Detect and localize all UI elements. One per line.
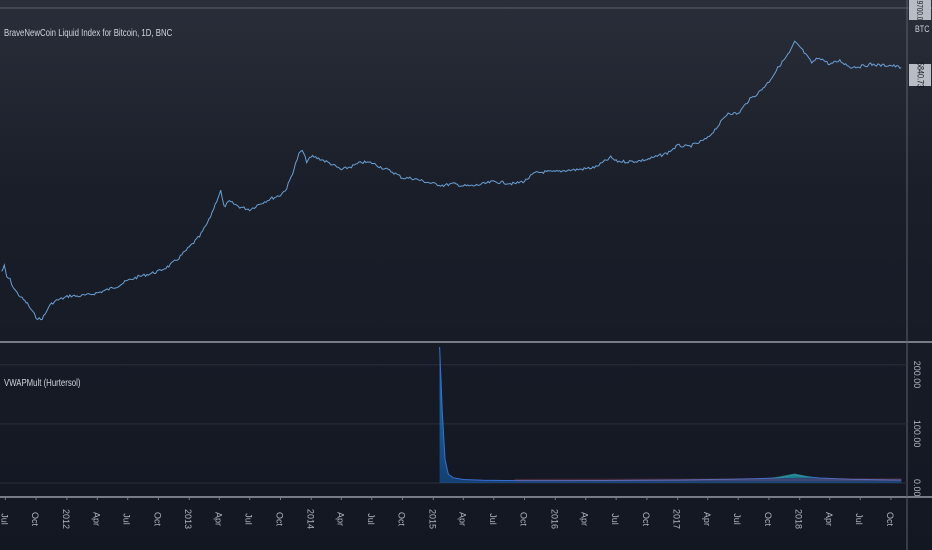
x-tick-label: Jul	[122, 513, 132, 525]
main-pane-title: BraveNewCoin Liquid Index for Bitcoin, 1…	[4, 28, 173, 39]
indicator-y-tick-label: 0.00	[912, 479, 922, 497]
indicator-pane-title: VWAPMult (Hurtersol)	[4, 378, 81, 389]
x-tick-label: 2017	[672, 509, 682, 529]
x-tick-label: Oct	[30, 512, 40, 527]
x-tick-label: 2014	[305, 509, 315, 529]
x-tick-label: Jul	[610, 513, 620, 525]
x-tick-label: Oct	[885, 512, 895, 527]
last-price-label: 5840.73	[909, 62, 931, 88]
x-tick-label: Apr	[580, 512, 590, 526]
price-series-line	[1, 40, 902, 321]
x-tick-label: Jul	[0, 513, 9, 525]
indicator-band-red	[514, 478, 902, 482]
top-scale-label: 19700.00	[909, 0, 931, 20]
x-tick-label: 2013	[183, 509, 193, 529]
x-tick-label: 2016	[549, 509, 559, 529]
indicator-line	[439, 346, 902, 482]
x-tick-label: Oct	[153, 512, 163, 527]
x-tick-label: Jul	[854, 513, 864, 525]
indicator-y-tick-label: 200.00	[912, 361, 922, 389]
x-tick-label: Oct	[641, 512, 651, 527]
x-tick-label: Jul	[366, 513, 376, 525]
indicator-y-tick-label: 100.00	[912, 420, 922, 448]
currency-label: BTC	[915, 24, 930, 34]
x-tick-label: Apr	[457, 512, 467, 526]
x-tick-label: Apr	[91, 512, 101, 526]
x-tick-label: Jul	[488, 513, 498, 525]
x-tick-label: Apr	[824, 512, 834, 526]
x-tick-label: Oct	[397, 512, 407, 527]
x-tick-label: Oct	[275, 512, 285, 527]
x-tick-label: Apr	[335, 512, 345, 526]
indicator-band-green	[769, 473, 815, 479]
x-tick-label: Jul	[244, 513, 254, 525]
x-tick-label: Oct	[519, 512, 529, 527]
x-tick-label: 2018	[794, 509, 804, 529]
x-tick-label: 2012	[61, 509, 71, 529]
x-tick-label: Jul	[732, 513, 742, 525]
x-tick-label: Apr	[213, 512, 223, 526]
x-tick-label: 2015	[427, 509, 437, 529]
x-tick-label: Oct	[763, 512, 773, 527]
x-tick-label: Apr	[702, 512, 712, 526]
